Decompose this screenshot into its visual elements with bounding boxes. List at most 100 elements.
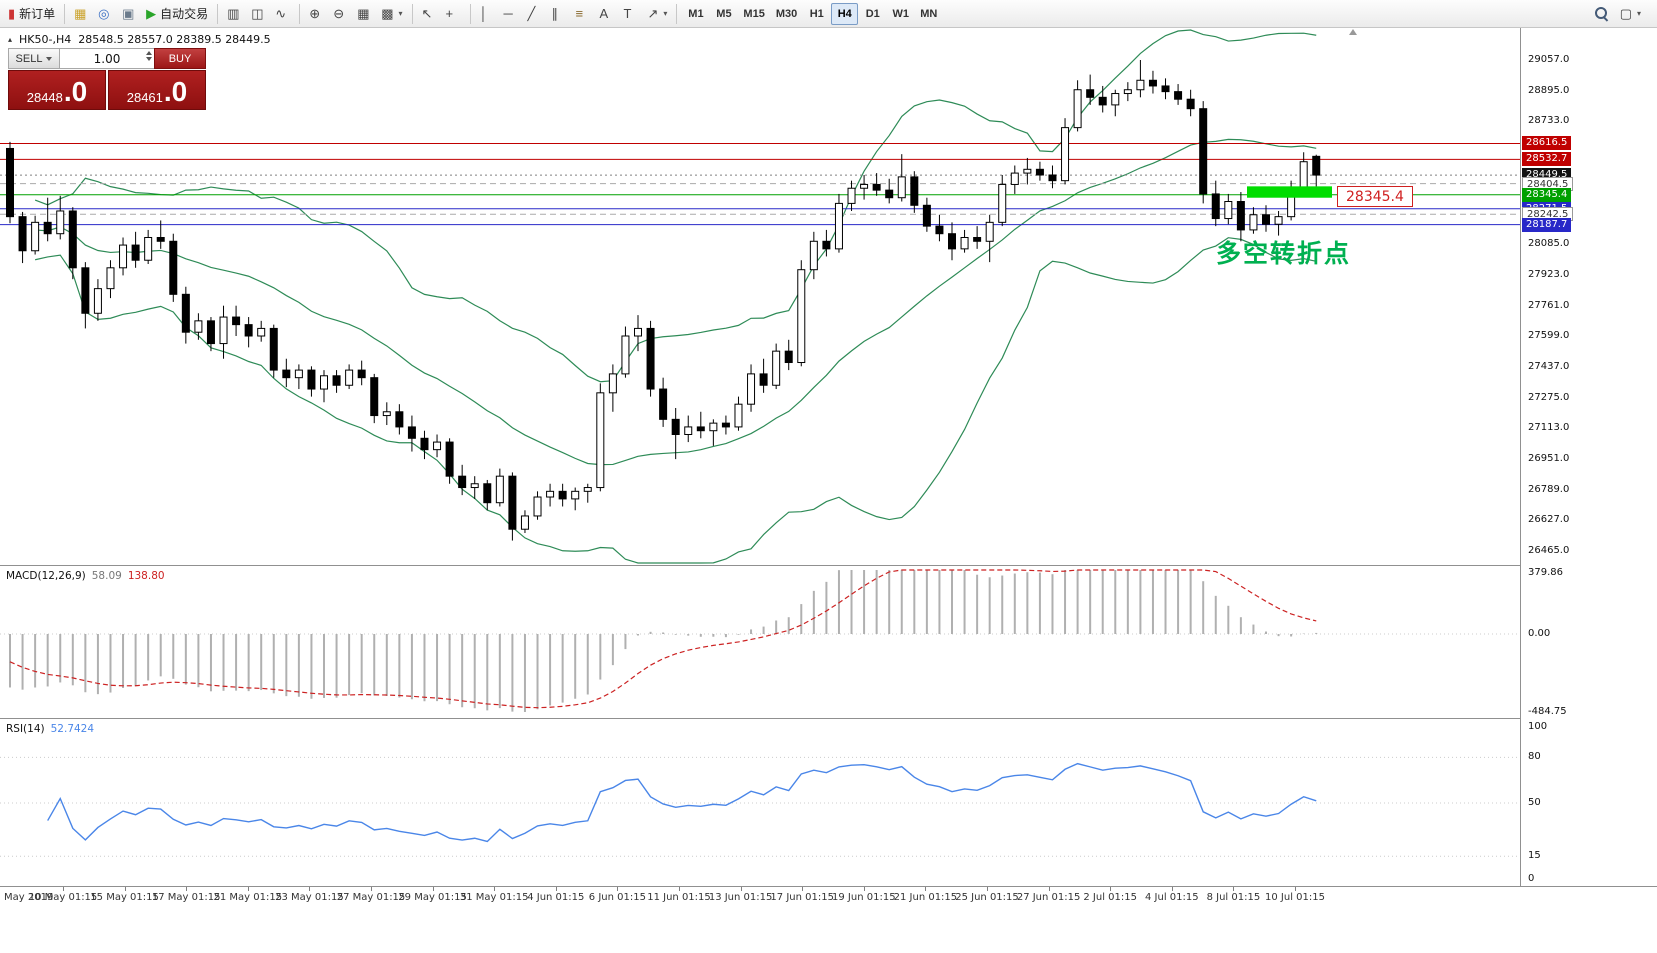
arrange-windows-button[interactable]: ▩ ▾: [377, 2, 406, 26]
sell-small-button[interactable]: SELL: [8, 48, 60, 69]
date-label: 11 Jun 01:15: [647, 892, 711, 903]
candle-body: [357, 369, 366, 379]
date-label: 2 Jul 01:15: [1083, 892, 1137, 903]
candle-body: [470, 483, 479, 489]
price-marker-label: 28345.4: [1522, 187, 1572, 202]
volume-up-icon[interactable]: [146, 51, 152, 55]
new-window-button[interactable]: ▢ ▾: [1616, 2, 1645, 26]
candle-body: [1098, 96, 1107, 106]
toolbar-separator: [217, 3, 219, 24]
price-axis[interactable]: 29057.0 28895.0 28733.0 28085.0 27923.0 27761…: [1520, 28, 1657, 886]
horizontal-line-button[interactable]: ─: [500, 2, 523, 26]
candle: [169, 233, 178, 302]
time-axis-tick: [863, 887, 865, 891]
macd-indicator-panel[interactable]: [0, 565, 1520, 718]
toolbar-separator: [64, 3, 66, 24]
macd-canvas: [0, 569, 1520, 712]
volume-spinner: [146, 51, 152, 61]
time-axis[interactable]: May 2019 10 May 01:15 15 May 01:15 17 May 0…: [0, 886, 1657, 953]
candle-body: [232, 316, 241, 326]
search-button[interactable]: [1590, 2, 1613, 26]
candle-body: [257, 327, 266, 337]
volume-down-icon[interactable]: [146, 57, 152, 61]
timeframe-h1-button[interactable]: H1: [803, 3, 830, 25]
candle: [1035, 161, 1044, 181]
dropdown-caret-icon: ▾: [663, 9, 668, 18]
chart-shift-marker-icon[interactable]: [1349, 29, 1357, 35]
navigator-button[interactable]: ◎: [94, 2, 117, 26]
rsi-indicator-panel[interactable]: [0, 718, 1520, 886]
time-axis-tick: [1295, 887, 1296, 891]
volume-input[interactable]: 1.00: [60, 48, 154, 69]
candle-body: [1262, 214, 1270, 225]
trendline-button[interactable]: ╱: [524, 2, 547, 26]
time-axis-tick: [494, 887, 496, 891]
candle: [382, 402, 391, 426]
candlestick-chart-button[interactable]: ◫: [247, 2, 270, 26]
zoom-in-button[interactable]: ⊕: [305, 2, 328, 26]
candle: [558, 483, 567, 507]
equidistant-channel-button[interactable]: ∥: [548, 2, 571, 26]
candle: [106, 260, 115, 299]
price-chart-panel[interactable]: [0, 28, 1520, 565]
price-callout-label[interactable]: 28345.4: [1337, 186, 1413, 207]
line-chart-button[interactable]: ∿: [271, 2, 294, 26]
candle-body: [772, 350, 781, 386]
macd-axis-label: 379.86: [1528, 567, 1563, 578]
terminal-button[interactable]: ▣: [118, 2, 141, 26]
candle-body: [1224, 201, 1233, 220]
candle: [93, 279, 102, 321]
auto-trading-button[interactable]: ▶ 自动交易: [142, 2, 212, 26]
candle: [1174, 84, 1183, 105]
candle: [1010, 165, 1019, 194]
candle: [583, 483, 592, 503]
buy-price-button[interactable]: 28461 .0: [108, 70, 206, 110]
timeframe-d1-button[interactable]: D1: [859, 3, 886, 25]
text-button[interactable]: A: [596, 2, 619, 26]
candle-body: [520, 515, 529, 530]
cursor-button[interactable]: ↖: [418, 2, 441, 26]
candle-body: [533, 496, 542, 517]
time-axis-tick: [925, 887, 927, 891]
timeframe-m30-button[interactable]: M30: [771, 3, 802, 25]
candle: [897, 154, 906, 202]
navigator-icon: ◎: [98, 6, 110, 21]
timeframe-m15-button[interactable]: M15: [738, 3, 769, 25]
rsi-value: 52.7424: [50, 723, 95, 735]
fibonacci-button[interactable]: ≡: [572, 2, 595, 26]
trade-panel-top-row: SELL 1.00 BUY: [8, 48, 206, 69]
macd-axis-label: 0.00: [1528, 628, 1551, 639]
bar-chart-button[interactable]: ▥: [223, 2, 246, 26]
timeframe-w1-button[interactable]: W1: [887, 3, 914, 25]
highlight-zone-rect[interactable]: [1247, 186, 1332, 198]
buy-small-button[interactable]: BUY: [154, 48, 206, 69]
sell-price-main: 28448: [26, 90, 63, 105]
dropdown-caret-icon: ▾: [1636, 9, 1641, 18]
candle-body: [1086, 89, 1095, 98]
candle: [646, 320, 655, 397]
text-label-button[interactable]: T: [620, 2, 643, 26]
tile-windows-button[interactable]: ▦: [353, 2, 376, 26]
time-axis-tick: [1110, 887, 1112, 891]
date-label: 4 Jul 01:15: [1144, 892, 1199, 903]
timeframe-m5-button[interactable]: M5: [710, 3, 737, 25]
candle-body: [1236, 201, 1245, 231]
candle: [809, 231, 818, 280]
candle: [935, 214, 944, 242]
price-chart-canvas[interactable]: [0, 28, 1520, 565]
timeframe-m1-button[interactable]: M1: [682, 3, 709, 25]
turning-point-annotation[interactable]: 多空转折点: [1216, 239, 1352, 268]
timeframe-h4-button[interactable]: H4: [831, 2, 859, 25]
crosshair-button[interactable]: +: [442, 2, 465, 26]
toolbar-items: ▮ 新订单 ▦ ◎ ▣ ▶ 自动交易 ▥ ◫ ∿ ⊕ ⊖ ▦ ▩ ▾ ↖ + │ ─ ╱ ∥ ≡ A T ↗ ▾ M1 M5 M15 M3…: [4, 2, 942, 26]
timeframe-mn-button[interactable]: MN: [915, 3, 942, 25]
candle-body: [734, 403, 743, 428]
candle-body: [872, 183, 881, 191]
sell-price-button[interactable]: 28448 .0: [8, 70, 106, 110]
zoom-out-button[interactable]: ⊖: [329, 2, 352, 26]
market-watch-button[interactable]: ▦: [70, 2, 93, 26]
arrow-objects-button[interactable]: ↗ ▾: [644, 2, 672, 26]
new-order-button[interactable]: ▮ 新订单: [4, 2, 59, 26]
time-axis-tick: [371, 887, 372, 891]
vertical-line-button[interactable]: │: [476, 2, 499, 26]
